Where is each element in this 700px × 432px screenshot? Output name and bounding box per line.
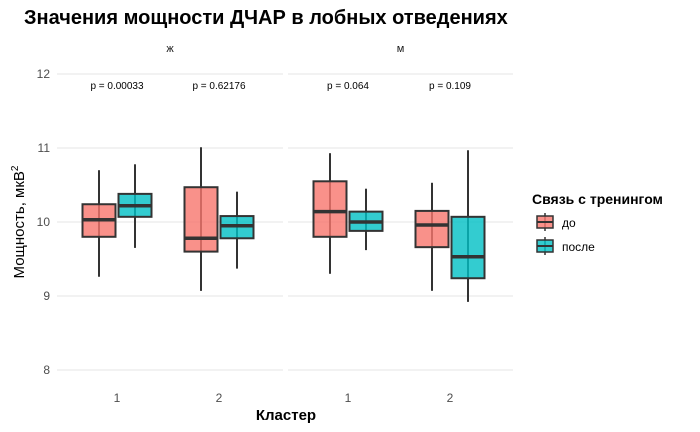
y-tick-label: 12 (37, 67, 51, 81)
legend-key-1 (536, 237, 554, 255)
y-axis-label: Мощность, мкВ2 (10, 165, 28, 278)
box-iqr (312, 180, 348, 238)
legend-key-0 (536, 213, 554, 231)
y-tick-label: 10 (37, 215, 51, 229)
x-tick-label: 1 (345, 391, 352, 405)
p-value-label: p = 0.109 (429, 81, 471, 92)
box-ж-2-после (219, 191, 255, 269)
box-м-2-до (414, 182, 450, 291)
box-iqr (450, 215, 486, 280)
x-tick-label: 2 (216, 391, 223, 405)
box-iqr (183, 186, 219, 253)
p-value-label: p = 0.62176 (192, 81, 246, 92)
y-axis-label-sup: 2 (10, 165, 21, 171)
legend-label-posle: после (562, 240, 595, 254)
x-tick-label: 2 (447, 391, 454, 405)
box-iqr (414, 209, 450, 249)
facet-strip-label: ж (166, 43, 174, 55)
x-tick-label: 1 (114, 391, 121, 405)
box-м-2-после (450, 150, 486, 302)
box-м-1-до (312, 153, 348, 274)
x-axis-label: Кластер (256, 407, 316, 424)
p-value-label: p = 0.00033 (90, 81, 144, 92)
box-ж-2-до (183, 147, 219, 291)
facet-strip-label: м (397, 43, 405, 55)
legend-label-do: до (562, 216, 576, 230)
box-ж-1-после (117, 164, 153, 248)
legend-title: Связь с тренингом (532, 191, 663, 207)
chart-title: Значения мощности ДЧАР в лобных отведени… (24, 7, 508, 29)
y-tick-label: 8 (43, 363, 50, 377)
y-axis-label-text: Мощность, мкВ (11, 171, 28, 278)
y-tick-label: 9 (43, 289, 50, 303)
box-ж-1-до (81, 170, 117, 277)
p-value-label: p = 0.064 (327, 81, 369, 92)
box-м-1-после (348, 188, 384, 251)
legend: Связь с тренингом до после (532, 191, 663, 255)
y-tick-label: 11 (38, 141, 51, 155)
